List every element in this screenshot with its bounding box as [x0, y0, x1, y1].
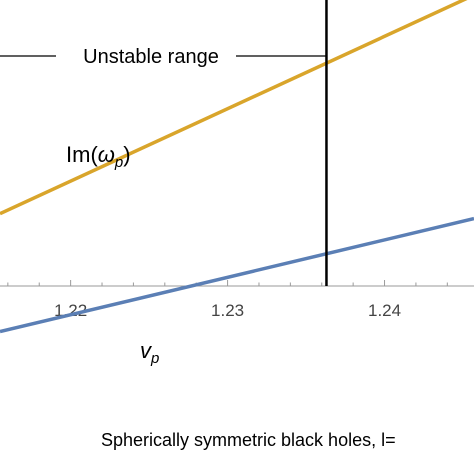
- x-tick-label: 1.23: [211, 301, 244, 320]
- im-omega-p-line: [0, 0, 468, 216]
- series-layer: [0, 0, 474, 334]
- x-tick-label: 1.24: [368, 301, 401, 320]
- im-omega-p-label-close: ): [123, 142, 130, 167]
- v-p-label-symbol: v: [140, 338, 153, 363]
- unstable-range-label: Unstable range: [83, 46, 219, 68]
- x-axis-tick-labels: 1.22 1.23 1.24: [54, 301, 401, 320]
- x-axis-ticks: [7, 280, 448, 286]
- im-omega-p-label-symbol: ω: [98, 142, 115, 167]
- v-p-label: vp: [140, 338, 159, 367]
- v-p-line: [0, 216, 474, 334]
- im-omega-p-label-main: Im(: [66, 142, 98, 167]
- v-p-label-sub: p: [150, 350, 159, 367]
- figure-caption: Spherically symmetric black holes, l=: [101, 430, 396, 450]
- im-omega-p-label-sub: p: [114, 154, 123, 171]
- im-omega-p-label: Im(ωp): [66, 142, 131, 171]
